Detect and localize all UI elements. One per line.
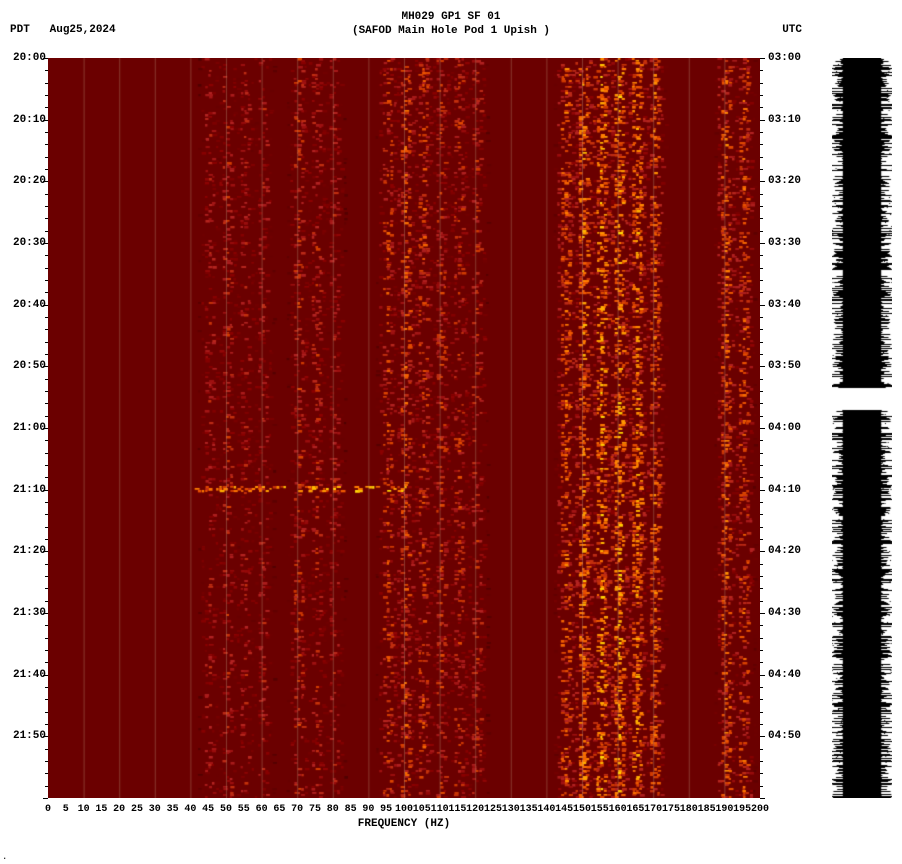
x-tick-label: 30: [149, 804, 161, 815]
x-tick-label: 95: [380, 804, 392, 815]
x-tick-label: 5: [63, 804, 69, 815]
x-tick-label: 110: [431, 804, 449, 815]
x-tick-label: 90: [362, 804, 374, 815]
tz-right-label: UTC: [782, 24, 802, 36]
title-line2: (SAFOD Main Hole Pod 1 Upish ): [0, 24, 902, 38]
x-tick-label: 105: [413, 804, 431, 815]
x-tick-label: 135: [520, 804, 538, 815]
x-tick-label: 160: [609, 804, 627, 815]
y-left-tick-label: 20:50: [6, 360, 46, 372]
x-tick-label: 70: [291, 804, 303, 815]
x-tick-label: 170: [644, 804, 662, 815]
y-left-tick-label: 21:10: [6, 484, 46, 496]
y-right-tick-label: 03:30: [768, 237, 818, 249]
x-tick-label: 140: [537, 804, 555, 815]
y-right-tick-label: 04:50: [768, 730, 818, 742]
x-tick-label: 130: [502, 804, 520, 815]
x-tick-label: 150: [573, 804, 591, 815]
spectrogram-canvas: [48, 58, 760, 798]
x-tick-label: 60: [256, 804, 268, 815]
y-right-tick-label: 04:30: [768, 607, 818, 619]
chart-header: PDT Aug25,2024 MH029 GP1 SF 01 (SAFOD Ma…: [0, 0, 902, 40]
y-right-tick-label: 04:20: [768, 545, 818, 557]
x-tick-label: 155: [591, 804, 609, 815]
x-tick-label: 190: [715, 804, 733, 815]
x-tick-label: 50: [220, 804, 232, 815]
x-tick-label: 35: [167, 804, 179, 815]
footnote: .: [2, 852, 7, 862]
x-tick-label: 180: [680, 804, 698, 815]
x-tick-label: 195: [733, 804, 751, 815]
x-tick-label: 10: [78, 804, 90, 815]
x-tick-label: 25: [131, 804, 143, 815]
y-left-tick-label: 21:20: [6, 545, 46, 557]
x-tick-label: 115: [448, 804, 466, 815]
x-tick-label: 185: [698, 804, 716, 815]
x-axis-freq-ticks: 0510152025303540455055606570758085909510…: [48, 804, 760, 818]
y-left-tick-label: 21:50: [6, 730, 46, 742]
x-tick-label: 75: [309, 804, 321, 815]
y-left-tick-label: 21:00: [6, 422, 46, 434]
x-tick-label: 125: [484, 804, 502, 815]
y-left-tick-label: 21:40: [6, 669, 46, 681]
x-tick-label: 200: [751, 804, 769, 815]
x-tick-label: 145: [555, 804, 573, 815]
waveform-canvas: [832, 58, 892, 798]
x-tick-label: 0: [45, 804, 51, 815]
y-right-tick-label: 03:50: [768, 360, 818, 372]
y-left-tick-label: 21:30: [6, 607, 46, 619]
y-left-tick-label: 20:20: [6, 175, 46, 187]
x-tick-label: 120: [466, 804, 484, 815]
chart-title: MH029 GP1 SF 01 (SAFOD Main Hole Pod 1 U…: [0, 10, 902, 39]
x-tick-label: 15: [95, 804, 107, 815]
y-left-tick-label: 20:00: [6, 52, 46, 64]
x-tick-label: 55: [238, 804, 250, 815]
title-line1: MH029 GP1 SF 01: [0, 10, 902, 24]
x-tick-label: 20: [113, 804, 125, 815]
x-tick-label: 45: [202, 804, 214, 815]
x-tick-label: 65: [273, 804, 285, 815]
y-right-tick-label: 03:10: [768, 114, 818, 126]
y-right-tick-label: 03:20: [768, 175, 818, 187]
y-left-tick-label: 20:30: [6, 237, 46, 249]
y-right-tick-label: 03:00: [768, 52, 818, 64]
x-axis-title: FREQUENCY (HZ): [48, 818, 760, 830]
y-right-tick-label: 04:40: [768, 669, 818, 681]
y-left-tick-label: 20:10: [6, 114, 46, 126]
x-tick-label: 80: [327, 804, 339, 815]
x-tick-label: 85: [345, 804, 357, 815]
y-left-tick-label: 20:40: [6, 299, 46, 311]
x-tick-label: 165: [626, 804, 644, 815]
y-right-tick-label: 03:40: [768, 299, 818, 311]
y-right-tick-label: 04:00: [768, 422, 818, 434]
y-right-tick-label: 04:10: [768, 484, 818, 496]
x-tick-label: 175: [662, 804, 680, 815]
x-tick-label: 40: [184, 804, 196, 815]
x-tick-label: 100: [395, 804, 413, 815]
